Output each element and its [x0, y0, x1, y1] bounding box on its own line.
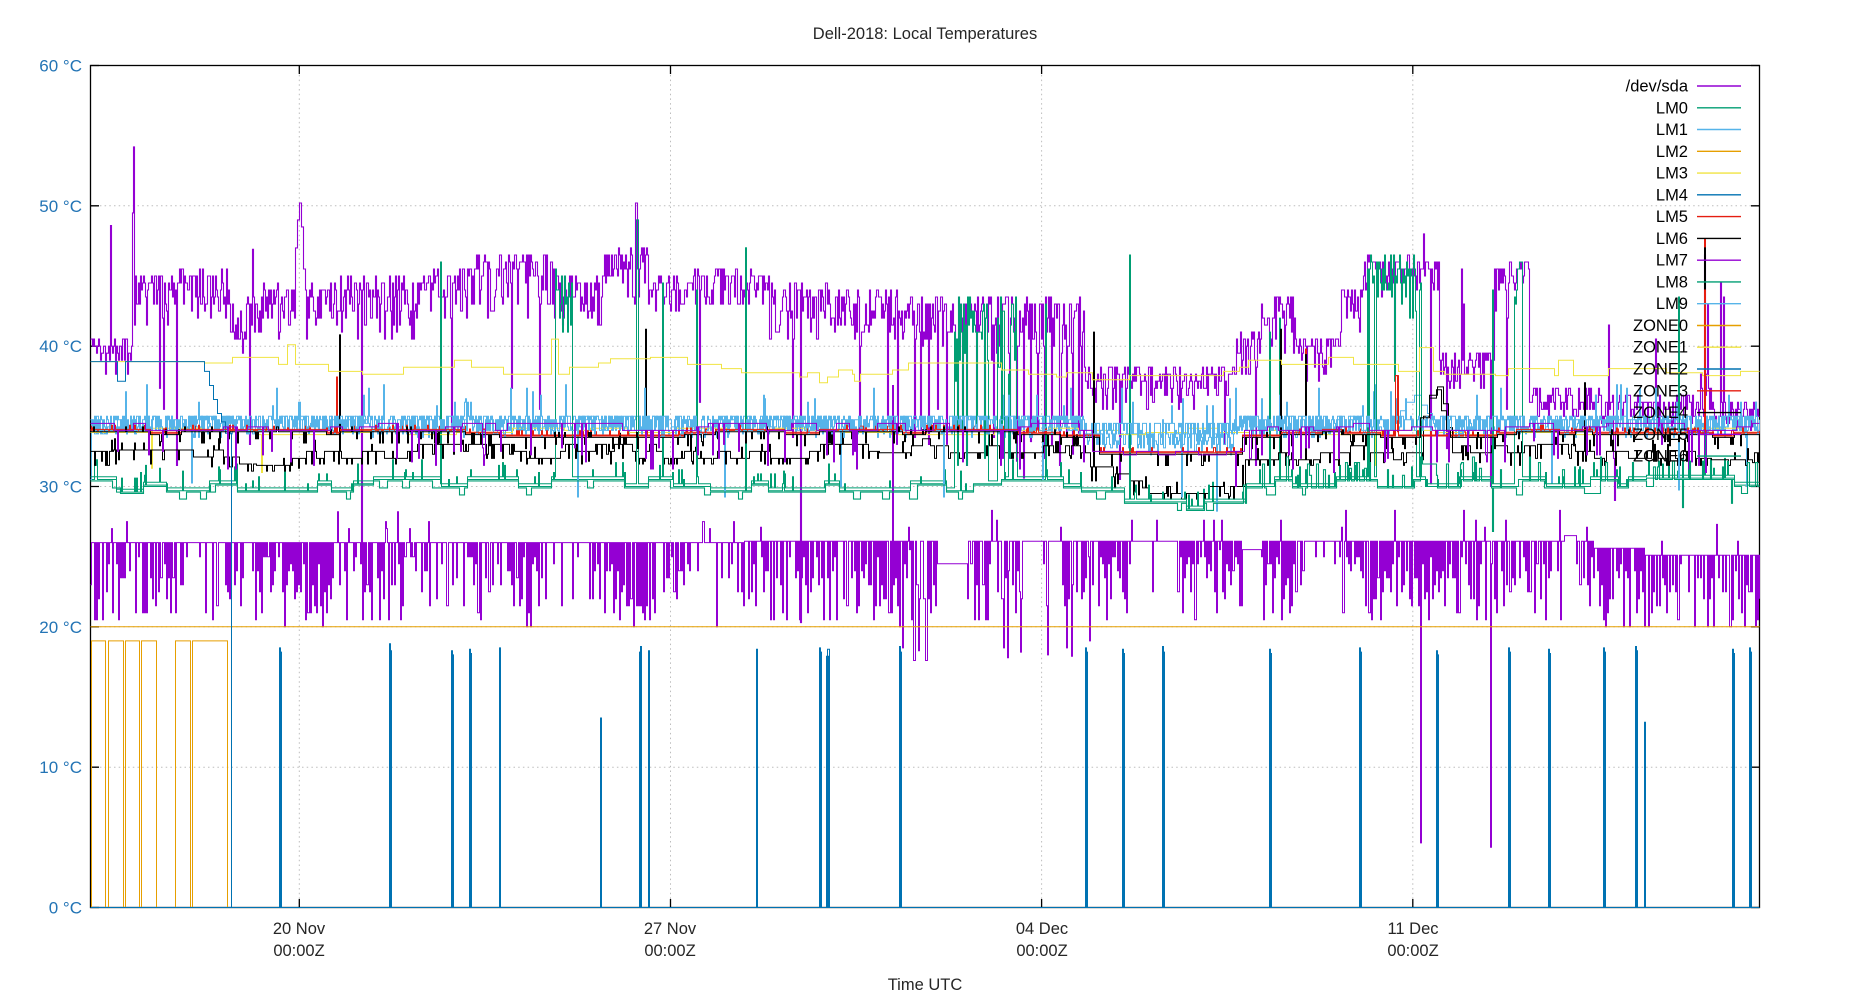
svg-text:30 °C: 30 °C: [39, 478, 82, 497]
svg-text:LM5: LM5: [1656, 208, 1688, 226]
svg-text:50 °C: 50 °C: [39, 197, 82, 216]
svg-text:10 °C: 10 °C: [39, 758, 82, 777]
svg-text:0 °C: 0 °C: [49, 899, 82, 918]
svg-text:Dell-2018: Local Temperatures: Dell-2018: Local Temperatures: [813, 25, 1037, 43]
svg-text:LM2: LM2: [1656, 143, 1688, 161]
svg-text:LM4: LM4: [1656, 186, 1688, 204]
svg-text:ZONE4: ZONE4: [1633, 404, 1688, 422]
svg-text:ZONE1: ZONE1: [1633, 339, 1688, 357]
svg-text:LM9: LM9: [1656, 295, 1688, 313]
svg-text:11 Dec: 11 Dec: [1387, 920, 1438, 938]
svg-text:/dev/sda: /dev/sda: [1626, 78, 1689, 96]
svg-text:LM8: LM8: [1656, 273, 1688, 291]
svg-text:LM1: LM1: [1656, 121, 1688, 139]
svg-text:ZONE5: ZONE5: [1633, 426, 1688, 444]
svg-text:00:00Z: 00:00Z: [273, 942, 324, 960]
svg-text:ZONE3: ZONE3: [1633, 382, 1688, 400]
svg-text:LM3: LM3: [1656, 165, 1688, 183]
svg-text:04 Dec: 04 Dec: [1016, 920, 1068, 938]
svg-text:20 °C: 20 °C: [39, 618, 82, 637]
svg-text:ZONE2: ZONE2: [1633, 361, 1688, 379]
svg-text:40 °C: 40 °C: [39, 337, 82, 356]
svg-text:ZONE6: ZONE6: [1633, 448, 1688, 466]
svg-text:LM7: LM7: [1656, 252, 1688, 270]
svg-text:ZONE0: ZONE0: [1633, 317, 1688, 335]
svg-text:Time UTC: Time UTC: [888, 976, 963, 994]
svg-text:00:00Z: 00:00Z: [1387, 942, 1438, 960]
svg-text:00:00Z: 00:00Z: [1016, 942, 1067, 960]
svg-text:LM0: LM0: [1656, 99, 1688, 117]
svg-text:60 °C: 60 °C: [39, 57, 82, 76]
svg-text:27 Nov: 27 Nov: [644, 920, 697, 938]
svg-text:20 Nov: 20 Nov: [273, 920, 326, 938]
svg-text:00:00Z: 00:00Z: [644, 942, 695, 960]
svg-text:LM6: LM6: [1656, 230, 1688, 248]
